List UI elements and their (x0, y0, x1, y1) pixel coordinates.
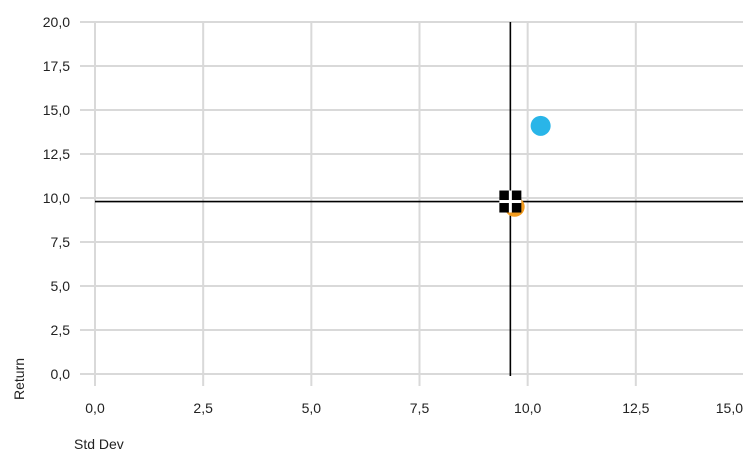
y-tick-label: 10,0 (43, 190, 70, 206)
x-tick-label: 12,5 (622, 400, 649, 416)
tick-labels: 0,0 2,5 5,0 7,5 10,0 12,5 15,0 17,5 20,0 0,0 2,5 5,… (43, 14, 743, 416)
data-points (499, 115, 551, 217)
y-tick-label: 17,5 (43, 58, 70, 74)
x-tick-label: 0,0 (85, 400, 105, 416)
y-tick-label: 15,0 (43, 102, 70, 118)
y-tick-label: 5,0 (51, 278, 71, 294)
grid-lines (80, 21, 743, 386)
y-tick-label: 7,5 (51, 234, 71, 250)
y-tick-label: 12,5 (43, 146, 70, 162)
y-tick-label: 0,0 (51, 366, 71, 382)
x-tick-label: 10,0 (514, 400, 541, 416)
y-tick-label: 2,5 (51, 322, 71, 338)
data-point-square-cross-h (499, 200, 522, 204)
x-tick-label: 15,0 (716, 400, 743, 416)
x-axis-title: Std Dev (74, 436, 124, 452)
y-tick-label: 20,0 (43, 14, 70, 30)
data-point-circle-1 (530, 115, 551, 136)
x-tick-label: 7,5 (410, 400, 430, 416)
x-tick-label: 2,5 (193, 400, 213, 416)
x-tick-label: 5,0 (302, 400, 322, 416)
y-axis-title: Return (11, 358, 27, 400)
data-point-square (499, 190, 522, 213)
